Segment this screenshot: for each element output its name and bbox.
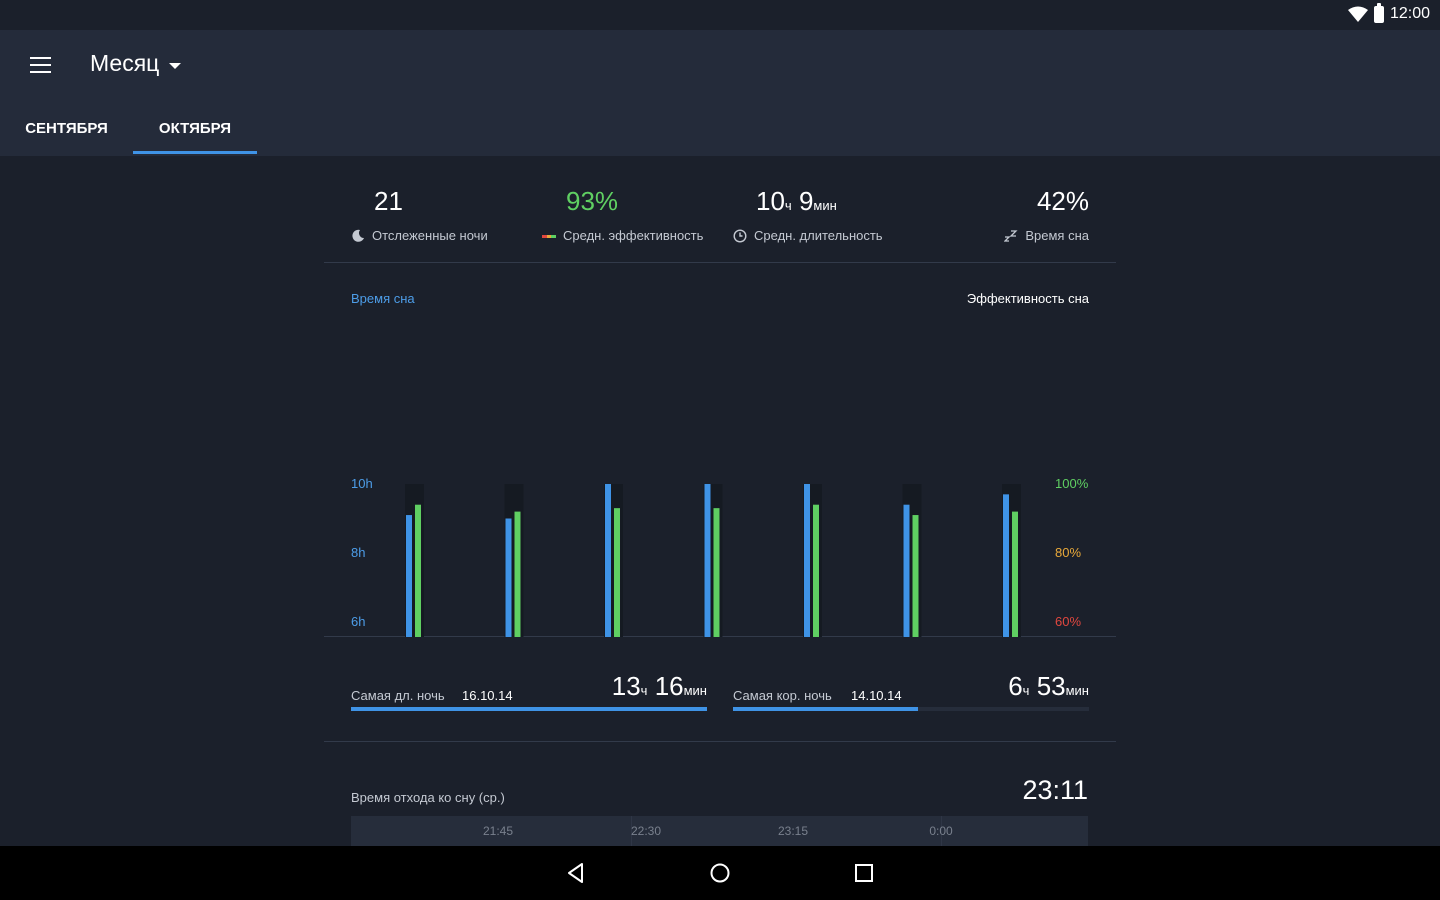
sleep-time-bar[interactable] (505, 518, 512, 638)
stat-sleep-time: 42% (1037, 186, 1089, 217)
bedtime-timeline: 21:45 22:30 23:15 0:00 (351, 816, 1088, 846)
sleep-time-bar[interactable] (406, 515, 412, 637)
shortest-night-label: Самая кор. ночь (733, 688, 832, 703)
wifi-icon (1347, 6, 1368, 22)
sleep-time-bar[interactable] (605, 484, 611, 637)
bedtime-label: Время отхода ко сну (ср.) (351, 790, 505, 805)
zzz-icon (1004, 229, 1018, 242)
status-clock: 12:00 (1389, 5, 1430, 22)
summary-stats: 21 Отслеженные ночи 93% Средн. эффективн… (324, 156, 1116, 263)
longest-night-label: Самая дл. ночь (351, 688, 445, 703)
status-bar: 12:00 (0, 0, 1440, 30)
stat-efficiency-label: Средн. эффективность (563, 228, 704, 243)
stat-tracked-nights: 21 (374, 186, 403, 217)
stat-tracked-nights-label: Отслеженные ночи (372, 228, 488, 243)
status-icons: 12:00 (1347, 2, 1430, 23)
caret-down-icon (169, 62, 182, 69)
stat-duration-label-row: Средн. длительность (733, 228, 883, 243)
period-dropdown[interactable]: Месяц (90, 50, 182, 77)
stat-efficiency-label-row: Средн. эффективность (542, 228, 703, 243)
stat-tracked-nights-value: 21 (374, 186, 403, 216)
shortest-night-duration: 6ч 53мин (1008, 671, 1089, 701)
sleep-time-bar[interactable] (804, 484, 810, 637)
sleep-efficiency-bar[interactable] (912, 515, 919, 637)
stat-sleep-time-label-row: Время сна (1004, 228, 1089, 243)
record-nights: Самая дл. ночь 16.10.14 13ч 16мин Самая … (324, 637, 1116, 742)
sleep-time-bar[interactable] (1003, 494, 1009, 637)
sleep-efficiency-bar[interactable] (1012, 511, 1018, 637)
month-stats-panel: 21 Отслеженные ночи 93% Средн. эффективн… (324, 156, 1116, 852)
shortest-night-bar (733, 707, 1089, 711)
battery-icon (1373, 2, 1384, 23)
sleep-time-bar[interactable] (903, 504, 910, 637)
shortest-night-bar-fill (733, 707, 919, 711)
y-right-tick-label: 60% (1055, 614, 1081, 629)
page-title: Месяц (90, 50, 160, 76)
moon-icon (352, 229, 364, 242)
bedtime-section: Время отхода ко сну (ср.) 23:11 21:45 22… (324, 742, 1116, 852)
sleep-efficiency-bar[interactable] (415, 504, 421, 637)
longest-night-date: 16.10.14 (462, 688, 513, 703)
weekly-sleep-chart: 10h8h6h4h100%80%60%40%пнвтсрчтптсбвс (351, 476, 1089, 638)
stat-tracked-nights-label-row: Отслеженные ночи (351, 228, 488, 243)
timeline-tick-label: 21:45 (482, 824, 514, 838)
shortest-night-date: 14.10.14 (851, 688, 902, 703)
chart-title-sleep-efficiency[interactable]: Эффективность сна (966, 291, 1089, 306)
bedtime-value: 23:11 (1022, 775, 1088, 805)
tab-october[interactable]: ОКТЯБРЯ (133, 110, 257, 156)
y-left-tick-label: 6h (351, 614, 365, 629)
stat-duration: 10ч 9мин (756, 186, 837, 217)
app-bar: Месяц СЕНТЯБРЯ ОКТЯБРЯ (0, 30, 1440, 156)
sleep-efficiency-bar[interactable] (713, 508, 720, 637)
back-icon[interactable] (564, 861, 588, 885)
timeline-tick-label: 22:30 (630, 824, 662, 838)
month-tabs: СЕНТЯБРЯ ОКТЯБРЯ (0, 110, 257, 156)
timeline-divider (941, 816, 942, 846)
sleep-time-bar[interactable] (704, 484, 711, 637)
longest-night-duration: 13ч 16мин (611, 671, 707, 701)
timeline-tick-label: 23:15 (777, 824, 809, 838)
sleep-efficiency-bar[interactable] (614, 508, 620, 637)
longest-night-bar (351, 707, 707, 711)
y-right-tick-label: 100% (1055, 476, 1089, 491)
stat-duration-value: 10ч 9мин (756, 186, 837, 216)
sleep-efficiency-bar[interactable] (813, 504, 819, 637)
timeline-tick-label: 0:00 (929, 824, 953, 838)
y-left-tick-label: 8h (351, 545, 365, 560)
clock-icon (733, 228, 747, 243)
tab-september[interactable]: СЕНТЯБРЯ (25, 120, 108, 137)
system-nav-bar (0, 846, 1440, 900)
home-icon[interactable] (708, 861, 732, 885)
efficiency-scale-icon (542, 234, 556, 238)
stat-sleep-time-label: Время сна (1025, 228, 1089, 243)
stat-efficiency: 93% (566, 186, 618, 217)
stat-sleep-time-value: 42% (1036, 186, 1089, 216)
recents-icon[interactable] (852, 861, 876, 885)
menu-icon[interactable] (30, 57, 51, 73)
sleep-chart-block: Время сна Эффективность сна 10h8h6h4h100… (324, 263, 1116, 637)
sleep-efficiency-bar[interactable] (514, 511, 521, 637)
y-left-tick-label: 10h (351, 476, 373, 491)
y-right-tick-label: 80% (1055, 545, 1081, 560)
longest-night-bar-fill (351, 707, 707, 711)
stat-duration-label: Средн. длительность (754, 228, 883, 243)
chart-title-sleep-time[interactable]: Время сна (351, 291, 415, 306)
timeline-divider (631, 816, 632, 846)
stat-efficiency-value: 93% (566, 186, 619, 216)
